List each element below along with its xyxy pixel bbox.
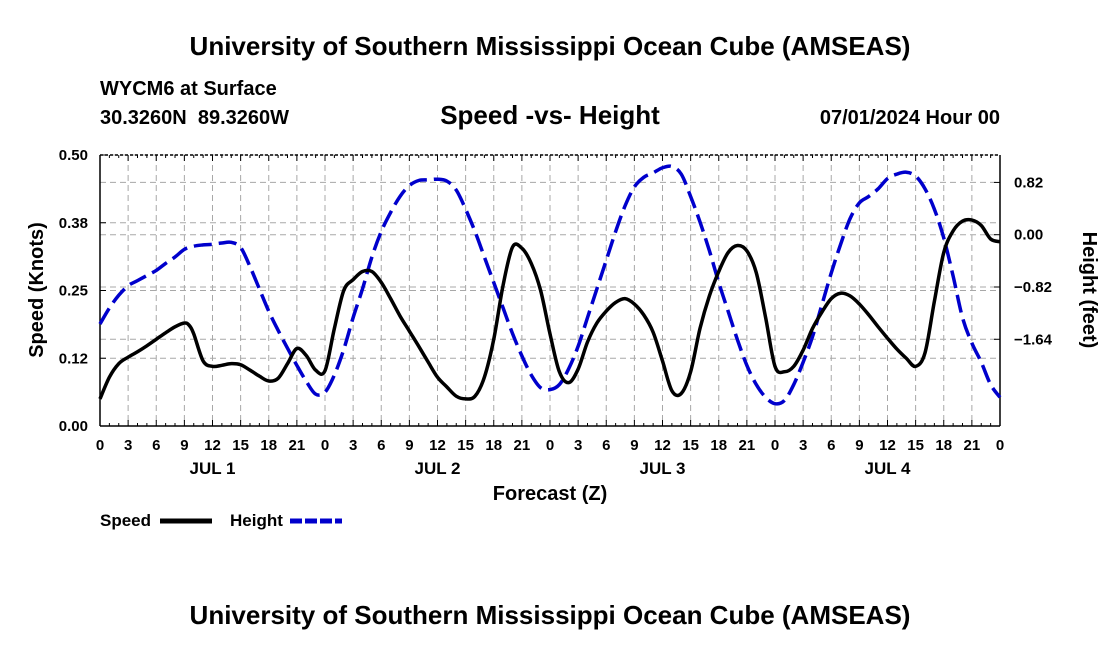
legend-speed-label: Speed <box>100 511 151 530</box>
y-tick-label-right: 0.00 <box>1014 227 1043 244</box>
run-time-label: 07/01/2024 Hour 00 <box>820 107 1000 129</box>
y-tick-label-left: 0.50 <box>59 147 88 164</box>
y-tick-label-left: 0.12 <box>59 350 88 367</box>
y-tick-label-left: 0.25 <box>59 283 88 300</box>
day-label: JUL 2 <box>415 459 461 478</box>
y-tick-label-left: 0.00 <box>59 418 88 435</box>
x-tick-label: 3 <box>799 437 807 454</box>
day-label: JUL 3 <box>640 459 686 478</box>
x-tick-label: 6 <box>152 437 160 454</box>
x-tick-label: 18 <box>710 437 727 454</box>
footer-title: University of Southern Mississippi Ocean… <box>190 600 911 630</box>
y-tick-label-right: −1.64 <box>1014 331 1053 348</box>
y-tick-label-left: 0.38 <box>59 215 88 232</box>
chart-title: University of Southern Mississippi Ocean… <box>190 31 911 61</box>
x-tick-label: 15 <box>457 437 474 454</box>
axes <box>99 154 1001 427</box>
x-tick-label: 21 <box>514 437 531 454</box>
x-tick-label: 15 <box>232 437 249 454</box>
x-tick-label: 0 <box>321 437 329 454</box>
x-tick-label: 9 <box>180 437 188 454</box>
station-label: WYCM6 at Surface <box>100 78 277 100</box>
x-tick-label: 21 <box>964 437 981 454</box>
y-axis-label-right: Height (feet) <box>1078 232 1100 349</box>
x-tick-label: 12 <box>204 437 221 454</box>
x-tick-label: 0 <box>771 437 779 454</box>
series-group <box>98 164 1002 406</box>
x-tick-label: 3 <box>574 437 582 454</box>
x-tick-label: 18 <box>485 437 502 454</box>
x-tick-label: 12 <box>879 437 896 454</box>
x-tick-label: 0 <box>996 437 1004 454</box>
x-tick-label: 6 <box>827 437 835 454</box>
x-tick-label: 6 <box>602 437 610 454</box>
grid <box>99 154 1001 427</box>
x-tick-label: 18 <box>935 437 952 454</box>
x-tick-label: 12 <box>654 437 671 454</box>
x-tick-label: 9 <box>855 437 863 454</box>
series-line-speed <box>98 217 1001 401</box>
chart-subtitle: Speed -vs- Height <box>440 100 660 130</box>
legend-height-label: Height <box>230 511 283 530</box>
x-tick-label: 15 <box>907 437 924 454</box>
legend: Speed Height <box>100 511 342 530</box>
x-tick-label: 18 <box>260 437 277 454</box>
location-label: 30.3260N 89.3260W <box>100 107 289 129</box>
day-label: JUL 1 <box>190 459 236 478</box>
tick-labels: 0 3 6 9 12 15 18 21 0 3 6 9 12 15 18 21 0 3 6 9 12 15 18 21 0 3 6 9… <box>59 147 1053 478</box>
x-tick-label: 12 <box>429 437 446 454</box>
x-tick-label: 9 <box>405 437 413 454</box>
x-tick-label: 0 <box>546 437 554 454</box>
x-axis-label: Forecast (Z) <box>493 483 607 505</box>
x-tick-label: 9 <box>630 437 638 454</box>
y-tick-label-right: 0.82 <box>1014 174 1043 191</box>
day-label: JUL 4 <box>865 459 912 478</box>
x-tick-label: 21 <box>289 437 306 454</box>
x-tick-label: 21 <box>739 437 756 454</box>
x-tick-label: 15 <box>682 437 699 454</box>
x-tick-label: 3 <box>349 437 357 454</box>
y-tick-label-right: −0.82 <box>1014 279 1052 296</box>
series-line-height <box>98 164 1002 406</box>
x-tick-label: 6 <box>377 437 385 454</box>
x-tick-label: 0 <box>96 437 104 454</box>
x-tick-label: 3 <box>124 437 132 454</box>
y-axis-label-left: Speed (Knots) <box>26 222 48 358</box>
